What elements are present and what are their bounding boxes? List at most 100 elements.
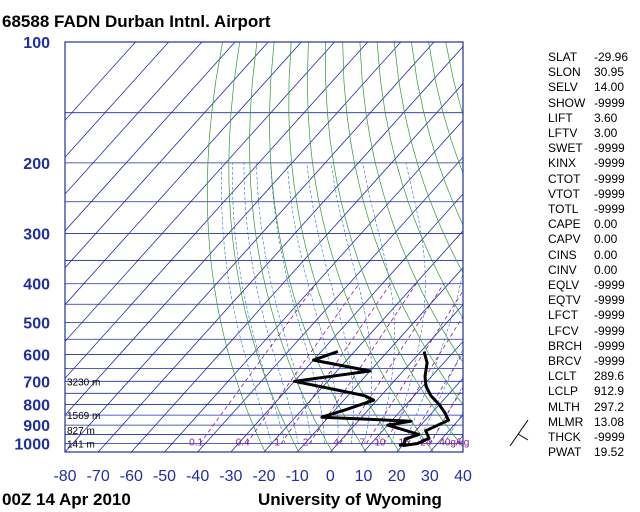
index-row-capv: CAPV 0.00 bbox=[548, 232, 617, 247]
x-tick-label: 30 bbox=[421, 468, 439, 485]
index-key: SHOW bbox=[548, 95, 586, 110]
mixing-ratio-label: 40g/kg bbox=[439, 437, 469, 448]
mixing-ratio-line bbox=[199, 283, 317, 444]
index-key: CAPV bbox=[548, 232, 581, 247]
index-row-lift: LIFT 3.60 bbox=[548, 111, 617, 126]
index-key: LIFT bbox=[548, 110, 573, 125]
index-value: 30.95 bbox=[594, 65, 625, 80]
index-value: -9999 bbox=[594, 186, 625, 201]
index-key: LCLP bbox=[548, 384, 579, 399]
isotherm-line bbox=[65, 42, 402, 416]
y-tick-label: 500 bbox=[23, 316, 50, 333]
x-tick-label: -70 bbox=[87, 468, 110, 485]
x-tick-label: -40 bbox=[186, 468, 209, 485]
x-tick-label: -20 bbox=[252, 468, 275, 485]
index-key: EQLV bbox=[548, 278, 580, 292]
x-tick-label: 20 bbox=[388, 468, 406, 485]
index-key: CAPE bbox=[548, 217, 581, 232]
index-key: MLTH bbox=[548, 399, 580, 414]
index-value: -9999 bbox=[594, 308, 625, 323]
y-tick-label: 1000 bbox=[14, 436, 50, 453]
x-tick-label: 10 bbox=[355, 468, 373, 485]
isotherm-line bbox=[230, 193, 463, 452]
isotherm-line bbox=[131, 82, 463, 452]
index-value: -9999 bbox=[594, 202, 625, 216]
index-value: 0.00 bbox=[594, 217, 618, 232]
index-value: 297.2 bbox=[594, 399, 625, 414]
index-row-eqlv: EQLV -9999 bbox=[548, 278, 625, 293]
y-tick-label: 300 bbox=[23, 227, 50, 244]
isotherm-line bbox=[263, 230, 463, 452]
mixing-ratio-line bbox=[366, 290, 463, 444]
index-value: -9999 bbox=[594, 323, 625, 338]
y-tick-label: 700 bbox=[23, 374, 50, 391]
y-tick-label: 200 bbox=[23, 156, 50, 173]
index-row-mlth: MLTH 297.2 bbox=[548, 400, 624, 415]
index-value: -29.96 bbox=[594, 50, 629, 64]
index-value: -9999 bbox=[594, 293, 625, 308]
index-key: LCLT bbox=[548, 369, 577, 384]
index-value: 14.00 bbox=[594, 80, 625, 95]
x-tick-labels: -80 -70 -60 -50 -40 -30 -20 -10 0 10 20 30 40 bbox=[53, 468, 472, 485]
index-row-lclt: LCLT 289.6 bbox=[548, 369, 624, 384]
index-value: 3.60 bbox=[594, 110, 618, 125]
moist-adiabat-line bbox=[243, 162, 299, 444]
mixing-ratio-label: 7 bbox=[360, 437, 366, 448]
isotherm-line bbox=[97, 46, 463, 452]
isotherm-line bbox=[65, 42, 335, 343]
dry-adiabat-line bbox=[376, 42, 463, 319]
isotherm-line bbox=[65, 42, 368, 379]
isotherm-line bbox=[396, 377, 463, 452]
index-row-totl: TOTL -9999 bbox=[548, 202, 625, 217]
mixing-ratio-line bbox=[280, 283, 391, 444]
mixing-ratio-label: 0.1 bbox=[189, 437, 203, 448]
index-row-show: SHOW -9999 bbox=[548, 96, 625, 111]
index-value: 289.6 bbox=[594, 369, 625, 384]
mixing-ratio-label: 1 bbox=[274, 437, 280, 448]
index-key: SWET bbox=[548, 141, 583, 156]
dry-adiabat-line bbox=[306, 42, 434, 452]
x-tick-label: -60 bbox=[120, 468, 143, 485]
index-value: 13.08 bbox=[594, 414, 625, 429]
index-row-lfct: LFCT -9999 bbox=[548, 308, 625, 323]
moist-adiabat-line bbox=[286, 162, 339, 444]
index-row-mlmr: MLMR 13.08 bbox=[548, 415, 624, 430]
isotherm-line bbox=[330, 303, 463, 452]
index-key: LFCT bbox=[548, 308, 578, 323]
moist-adiabat-line bbox=[417, 348, 463, 444]
footer-source: University of Wyoming bbox=[258, 490, 442, 509]
index-value: -9999 bbox=[594, 171, 625, 186]
index-row-eqtv: EQTV -9999 bbox=[548, 293, 625, 308]
sounding-profiles bbox=[293, 350, 450, 448]
mixing-ratio-label: 0.4 bbox=[236, 437, 250, 448]
temperature-profile bbox=[402, 351, 450, 448]
index-value: -9999 bbox=[594, 430, 625, 444]
index-row-ctot: CTOT -9999 bbox=[548, 172, 625, 187]
moist-adiabat-line bbox=[404, 271, 463, 444]
moist-adiabat-line bbox=[256, 162, 312, 444]
dry-adiabat-line bbox=[228, 42, 300, 452]
index-value: -9999 bbox=[594, 278, 625, 292]
x-tick-label: -30 bbox=[219, 468, 242, 485]
index-row-cinv: CINV 0.00 bbox=[548, 263, 617, 278]
mixing-ratio-line bbox=[339, 283, 445, 444]
y-tick-label: 800 bbox=[23, 398, 50, 415]
index-value: 19.52 bbox=[594, 445, 625, 460]
dry-adiabat-line bbox=[206, 42, 266, 452]
x-tick-label: -50 bbox=[153, 468, 176, 485]
height-label: 3230 m bbox=[67, 377, 100, 388]
index-key: SLAT bbox=[548, 50, 578, 64]
index-row-cins: CINS 0.00 bbox=[548, 248, 617, 263]
index-key: KINX bbox=[548, 156, 577, 171]
index-row-lfcv: LFCV -9999 bbox=[548, 324, 625, 339]
index-row-pwat: PWAT 19.52 bbox=[548, 445, 624, 460]
index-key: SLON bbox=[548, 65, 581, 80]
dry-adiabat-line bbox=[359, 42, 463, 363]
index-key: CTOT bbox=[548, 171, 581, 186]
isotherm-line bbox=[197, 156, 463, 452]
index-row-lftv: LFTV 3.00 bbox=[548, 126, 617, 141]
mixing-ratio-line bbox=[407, 352, 463, 444]
index-value: 0.00 bbox=[594, 232, 618, 247]
index-key: MLMR bbox=[548, 414, 584, 429]
index-value: -9999 bbox=[594, 156, 625, 171]
